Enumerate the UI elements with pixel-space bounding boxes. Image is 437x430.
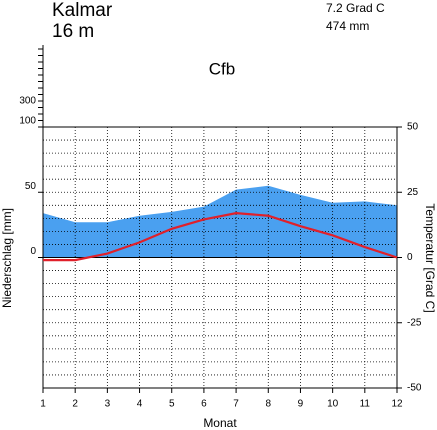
y2-tick-label: 25 [407, 187, 419, 198]
y-tick-label: 300 [19, 96, 36, 107]
x-tick-label: 10 [327, 399, 339, 410]
y2-tick-label: -50 [407, 383, 422, 394]
precipitation-area [43, 185, 397, 258]
y-tick-label: 100 [19, 116, 36, 127]
x-axis-label: Monat [203, 416, 237, 430]
chart-title: Kalmar [52, 0, 113, 21]
x-tick-label: 11 [360, 399, 371, 410]
x-tick-label: 4 [137, 399, 143, 410]
x-tick-label: 12 [391, 399, 403, 410]
x-tick-label: 3 [105, 399, 111, 410]
y2-tick-label: -25 [407, 317, 422, 328]
annotation: Cfb [209, 59, 235, 78]
x-tick-label: 7 [233, 399, 239, 410]
chart-subtitle: 16 m [52, 21, 94, 42]
temperature-line [43, 212, 398, 262]
y-axis-label: Niederschlag [mm] [0, 208, 14, 308]
y2-tick-label: 0 [407, 252, 413, 263]
x-tick-label: 1 [40, 399, 46, 410]
x-tick-label: 2 [72, 399, 78, 410]
x-tick-label: 6 [201, 399, 207, 410]
y2-axis-label: Temperatur [Grad C] [423, 203, 437, 312]
y-tick-label: 50 [25, 181, 37, 192]
annotation: 474 mm [326, 19, 369, 33]
x-tick-label: 9 [298, 399, 304, 410]
annotation: 7.2 Grad C [326, 1, 385, 15]
x-tick-label: 8 [265, 399, 271, 410]
y2-tick-label: 50 [407, 122, 419, 133]
x-tick-label: 5 [169, 399, 175, 410]
y-tick-label: 0 [30, 246, 36, 257]
